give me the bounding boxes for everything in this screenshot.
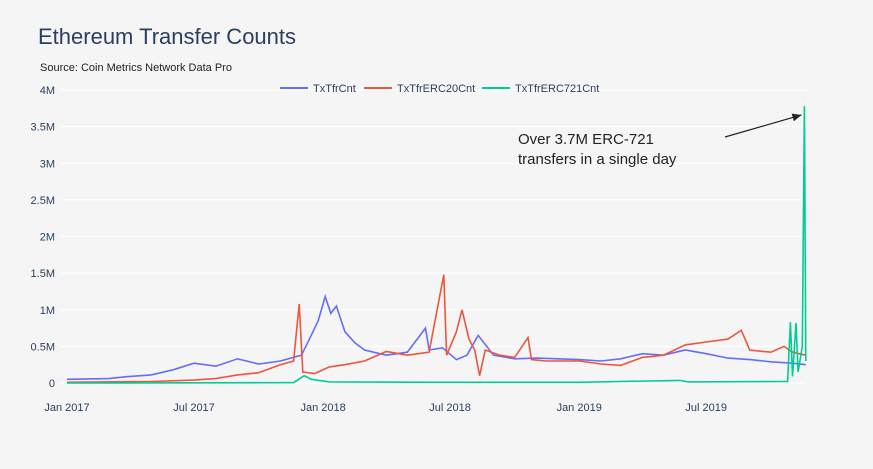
y-tick-label: 3M (40, 158, 55, 170)
series-line-TxTfrERC721Cnt (66, 106, 807, 384)
annotation-arrowhead (791, 113, 802, 122)
annotation-arrow (724, 114, 802, 138)
legend-label: TxTfrERC20Cnt (397, 83, 475, 95)
series-line-TxTfrERC20Cnt (66, 274, 806, 384)
y-tick-label: 0 (49, 378, 55, 390)
x-tick-label: Jul 2019 (685, 402, 727, 414)
y-tick-label: 3.5M (31, 122, 55, 134)
legend-label: TxTfrERC721Cnt (515, 83, 599, 95)
legend-label: TxTfrCnt (313, 83, 356, 95)
x-tick-label: Jul 2018 (429, 402, 471, 414)
x-tick-label: Jan 2017 (44, 402, 89, 414)
y-tick-label: 4M (40, 85, 55, 97)
x-tick-label: Jul 2017 (173, 402, 215, 414)
y-tick-label: 1.5M (31, 268, 55, 280)
chart-subtitle: Source: Coin Metrics Network Data Pro (40, 62, 232, 74)
y-tick-label: 0.5M (31, 341, 55, 353)
x-tick-label: Jan 2018 (300, 402, 345, 414)
y-tick-label: 2M (40, 232, 55, 244)
y-tick-label: 2.5M (31, 195, 55, 207)
annotation-line2: transfers in a single day (518, 151, 677, 168)
y-tick-label: 1M (40, 305, 55, 317)
series-line-TxTfrCnt (66, 293, 806, 381)
annotation-line1: Over 3.7M ERC-721 (518, 131, 654, 148)
x-tick-label: Jan 2019 (557, 402, 602, 414)
chart-title: Ethereum Transfer Counts (38, 24, 297, 49)
